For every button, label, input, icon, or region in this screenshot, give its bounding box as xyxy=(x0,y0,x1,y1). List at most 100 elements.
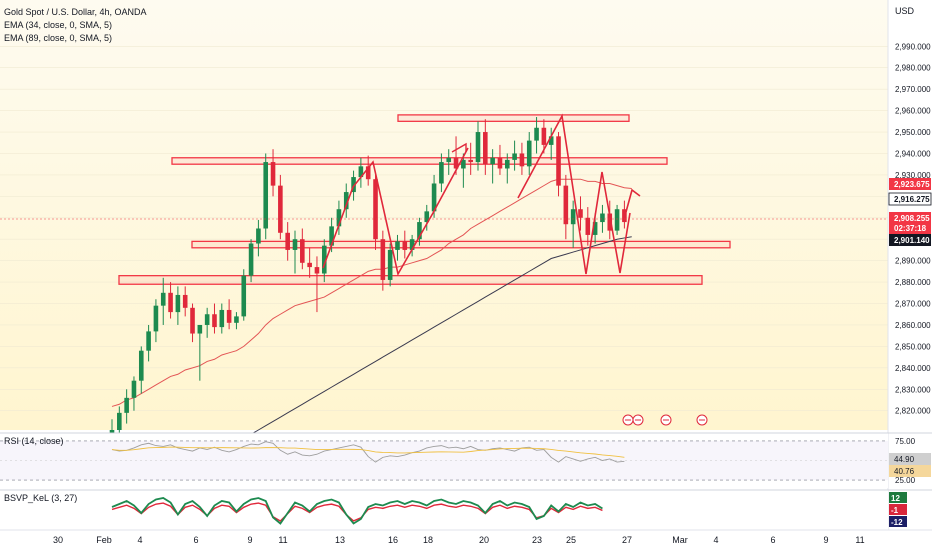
price-tick-label: 2,960.000 xyxy=(895,107,931,116)
candle-body xyxy=(321,245,327,274)
ema-34-legend[interactable]: EMA (34, close, 0, SMA, 5) xyxy=(4,20,113,30)
time-tick-label: 27 xyxy=(622,535,632,545)
time-tick-label: 30 xyxy=(53,535,63,545)
rsi-tag-box xyxy=(889,453,931,465)
time-tick-label: 6 xyxy=(770,535,775,545)
candle-body xyxy=(417,222,422,240)
candle-body xyxy=(168,292,173,313)
candle-body xyxy=(387,249,393,280)
rsi-level-label: 25.00 xyxy=(895,476,916,485)
candle-body xyxy=(468,159,473,163)
rsi-label: RSI (14, close) xyxy=(4,436,64,446)
candle-body xyxy=(351,177,356,193)
candle-body xyxy=(570,209,576,225)
candle-body xyxy=(453,157,459,169)
candle-body xyxy=(461,159,466,169)
candle-body xyxy=(248,243,254,276)
candle-body xyxy=(600,213,605,223)
price-tick-label: 2,850.000 xyxy=(895,342,931,351)
price-pane-background xyxy=(0,0,888,430)
candle-body xyxy=(292,239,298,250)
zone-rectangle xyxy=(397,114,630,122)
time-tick-label: Feb xyxy=(96,535,112,545)
price-tick-label: 2,930.000 xyxy=(895,171,931,180)
time-tick-label: 11 xyxy=(278,535,287,545)
candle-body xyxy=(431,183,437,212)
time-tick-label: 18 xyxy=(423,535,433,545)
symbol-title[interactable]: Gold Spot / U.S. Dollar, 4h, OANDA xyxy=(4,7,147,17)
candle-body xyxy=(365,166,371,180)
bsvp-tag-box xyxy=(889,516,907,527)
candle-body xyxy=(548,136,554,145)
time-tick-label: 13 xyxy=(335,535,345,545)
small-arrow-marker xyxy=(451,142,467,153)
candle-body xyxy=(439,162,444,184)
bsvp-tag-box xyxy=(889,492,907,503)
projection-arrow xyxy=(625,188,641,213)
candle-body xyxy=(175,294,181,313)
price-tag-label: 2,923.675 xyxy=(894,180,930,189)
bsvp-tag-label: 12 xyxy=(891,494,900,503)
candle-body xyxy=(314,267,320,274)
rsi-line xyxy=(111,441,625,463)
price-tick-label: 2,830.000 xyxy=(895,385,931,394)
candle-body xyxy=(409,239,415,250)
price-tick-label: 2,950.000 xyxy=(895,128,931,137)
time-tick-label: 25 xyxy=(566,535,576,545)
candle-body xyxy=(607,213,613,231)
price-tag-box xyxy=(888,192,932,206)
bsvp-label: BSVP_KeL (3, 27) xyxy=(4,493,77,503)
candle-body xyxy=(592,222,598,235)
time-tick-label: 4 xyxy=(137,535,142,545)
time-axis-background xyxy=(0,530,932,550)
candle-body xyxy=(446,157,452,163)
currency-label[interactable]: USD xyxy=(895,6,915,16)
time-tick-label: 6 xyxy=(193,535,198,545)
candle-body xyxy=(124,397,129,413)
price-tick-label: 2,970.000 xyxy=(895,85,931,94)
candle-body xyxy=(512,153,517,160)
pattern-zigzag-right xyxy=(517,113,631,275)
bsvp-main-line xyxy=(111,497,603,525)
rsi-tag-box xyxy=(889,465,931,477)
candle-body xyxy=(614,209,620,231)
zone-rectangle xyxy=(191,240,731,249)
time-tick-label: 20 xyxy=(479,535,489,545)
candle-body xyxy=(380,239,386,280)
bsvp-signal-line xyxy=(111,502,603,522)
candle-body xyxy=(541,127,547,145)
price-tag-box xyxy=(889,212,931,224)
price-tag-label: 2,908.255 xyxy=(894,214,930,223)
pattern-zigzag-left xyxy=(322,147,469,277)
zone-rectangle xyxy=(118,275,703,285)
candle-body xyxy=(475,132,481,163)
candle-body xyxy=(131,380,137,398)
time-tick-label: 9 xyxy=(823,535,828,545)
candle-body xyxy=(578,209,583,218)
candle-body xyxy=(285,232,290,250)
candle-body xyxy=(395,241,400,250)
ema-89-legend[interactable]: EMA (89, close, 0, SMA, 5) xyxy=(4,33,113,43)
candle-body xyxy=(497,157,503,169)
candle-body xyxy=(343,192,349,210)
candle-body xyxy=(160,292,166,306)
rsi-sma-line xyxy=(111,446,625,458)
candle-body xyxy=(138,350,144,381)
price-tick-label: 2,840.000 xyxy=(895,364,931,373)
candle-body xyxy=(585,217,591,235)
candle-body xyxy=(402,241,408,250)
zone-rectangle xyxy=(171,157,668,165)
price-tick-label: 2,940.000 xyxy=(895,149,931,158)
candle-body xyxy=(146,331,151,351)
candle-body xyxy=(197,324,203,334)
candle-body xyxy=(307,262,312,268)
candle-body xyxy=(490,157,495,165)
time-tick-label: 11 xyxy=(855,535,864,545)
price-tick-label: 2,870.000 xyxy=(895,300,931,309)
candle-body xyxy=(563,185,569,225)
candle-body xyxy=(329,226,334,246)
candle-body xyxy=(556,136,561,186)
candle-body xyxy=(204,314,210,325)
